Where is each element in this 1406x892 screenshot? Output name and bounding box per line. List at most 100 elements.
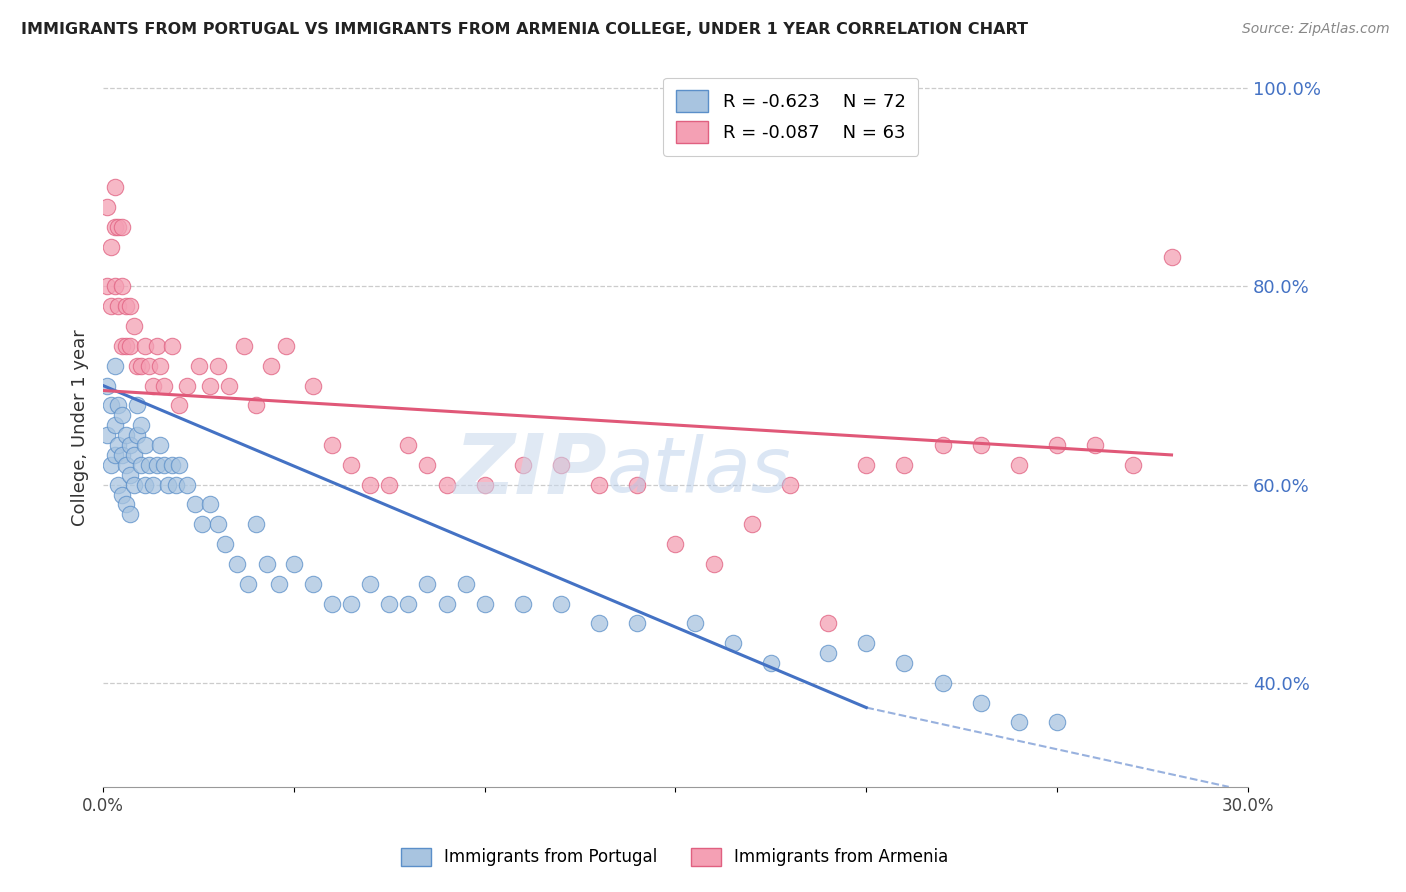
Point — [436, 597, 458, 611]
Legend: R = -0.623    N = 72, R = -0.087    N = 63: R = -0.623 N = 72, R = -0.087 N = 63 — [664, 78, 918, 156]
Point — [267, 576, 290, 591]
Point — [1084, 438, 1107, 452]
Point — [111, 339, 134, 353]
Point — [118, 339, 141, 353]
Text: Source: ZipAtlas.com: Source: ZipAtlas.com — [1241, 22, 1389, 37]
Point — [169, 458, 191, 472]
Point — [683, 616, 706, 631]
Point — [187, 359, 209, 373]
Point — [1008, 458, 1031, 472]
Point — [111, 487, 134, 501]
Point — [122, 448, 145, 462]
Point — [115, 299, 138, 313]
Text: atlas: atlas — [607, 434, 792, 508]
Point — [107, 299, 129, 313]
Point — [127, 428, 149, 442]
Point — [703, 557, 725, 571]
Point — [664, 537, 686, 551]
Point — [893, 656, 915, 670]
Point — [111, 409, 134, 423]
Point — [118, 299, 141, 313]
Point — [134, 438, 156, 452]
Point — [626, 477, 648, 491]
Point — [122, 319, 145, 334]
Text: IMMIGRANTS FROM PORTUGAL VS IMMIGRANTS FROM ARMENIA COLLEGE, UNDER 1 YEAR CORREL: IMMIGRANTS FROM PORTUGAL VS IMMIGRANTS F… — [21, 22, 1028, 37]
Point — [416, 458, 439, 472]
Point — [588, 477, 610, 491]
Point — [893, 458, 915, 472]
Point — [550, 597, 572, 611]
Point — [111, 279, 134, 293]
Point — [1046, 438, 1069, 452]
Point — [129, 458, 152, 472]
Point — [183, 498, 205, 512]
Point — [111, 448, 134, 462]
Point — [233, 339, 256, 353]
Point — [129, 359, 152, 373]
Point — [276, 339, 298, 353]
Point — [817, 616, 839, 631]
Point — [225, 557, 247, 571]
Point — [145, 458, 167, 472]
Point — [416, 576, 439, 591]
Point — [207, 359, 229, 373]
Point — [359, 477, 381, 491]
Point — [855, 636, 877, 650]
Point — [218, 378, 240, 392]
Point — [103, 220, 125, 235]
Point — [759, 656, 782, 670]
Point — [100, 458, 122, 472]
Point — [138, 458, 160, 472]
Point — [245, 398, 267, 412]
Point — [134, 339, 156, 353]
Point — [626, 616, 648, 631]
Point — [115, 339, 138, 353]
Point — [970, 438, 993, 452]
Point — [127, 359, 149, 373]
Point — [107, 438, 129, 452]
Point — [115, 458, 138, 472]
Point — [153, 378, 176, 392]
Point — [127, 398, 149, 412]
Point — [321, 597, 343, 611]
Point — [512, 458, 534, 472]
Point — [321, 438, 343, 452]
Point — [191, 517, 214, 532]
Point — [107, 477, 129, 491]
Point — [378, 597, 401, 611]
Y-axis label: College, Under 1 year: College, Under 1 year — [72, 329, 89, 526]
Point — [176, 477, 198, 491]
Point — [103, 418, 125, 433]
Point — [207, 517, 229, 532]
Point — [550, 458, 572, 472]
Point — [160, 458, 183, 472]
Point — [176, 378, 198, 392]
Point — [142, 477, 165, 491]
Point — [855, 458, 877, 472]
Point — [107, 398, 129, 412]
Point — [96, 200, 118, 214]
Point — [160, 339, 183, 353]
Point — [115, 428, 138, 442]
Point — [129, 418, 152, 433]
Point — [512, 597, 534, 611]
Point — [1122, 458, 1144, 472]
Point — [970, 696, 993, 710]
Point — [302, 576, 325, 591]
Point — [118, 467, 141, 482]
Point — [396, 597, 419, 611]
Point — [122, 477, 145, 491]
Point — [142, 378, 165, 392]
Point — [931, 438, 953, 452]
Point — [96, 378, 118, 392]
Point — [153, 458, 176, 472]
Point — [107, 220, 129, 235]
Point — [149, 359, 172, 373]
Point — [115, 498, 138, 512]
Point — [359, 576, 381, 591]
Point — [111, 220, 134, 235]
Point — [741, 517, 763, 532]
Point — [256, 557, 278, 571]
Point — [103, 279, 125, 293]
Point — [260, 359, 283, 373]
